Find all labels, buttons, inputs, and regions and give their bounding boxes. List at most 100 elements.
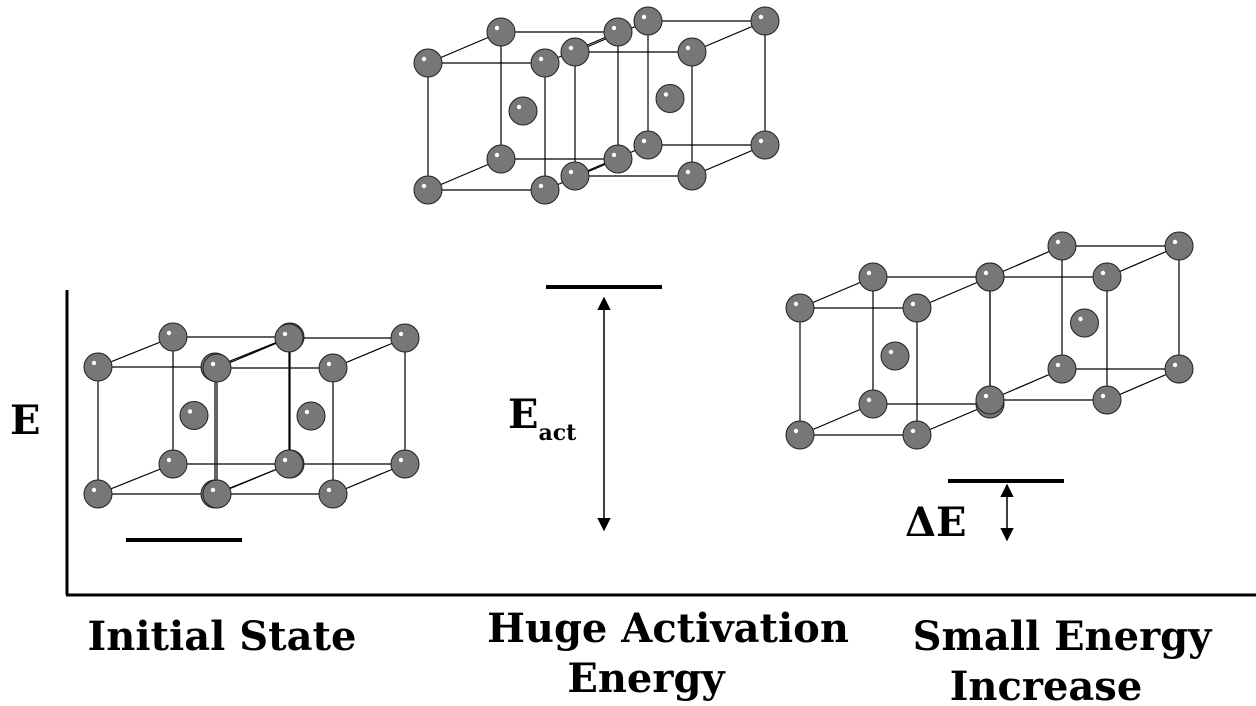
atom <box>274 449 304 479</box>
atom <box>1164 231 1194 261</box>
atom <box>83 479 113 509</box>
atom-highlight <box>494 25 500 31</box>
atom <box>296 401 326 431</box>
atom-highlight <box>282 457 288 463</box>
atom <box>603 144 633 174</box>
lattice <box>413 6 780 205</box>
activation-label: Eact <box>508 391 577 446</box>
atom <box>858 262 888 292</box>
atom-highlight <box>758 14 764 20</box>
lattice <box>83 322 420 509</box>
atom <box>1047 231 1077 261</box>
activation-main: E <box>508 391 539 438</box>
atom <box>603 17 633 47</box>
atom-highlight <box>398 457 404 463</box>
atom-highlight <box>685 169 691 175</box>
atom-highlight <box>538 56 544 62</box>
atom <box>750 130 780 160</box>
state-label: Increase <box>950 663 1143 706</box>
state-label: Initial State <box>88 613 357 660</box>
atom <box>179 401 209 430</box>
lattices <box>83 6 1194 509</box>
atom <box>274 323 304 353</box>
atom <box>318 353 348 383</box>
atom <box>677 37 707 67</box>
atom <box>975 385 1005 415</box>
atom-highlight <box>210 361 216 367</box>
atom-highlight <box>421 183 427 189</box>
atom <box>83 352 113 382</box>
atom <box>858 389 888 419</box>
atom-highlight <box>1172 362 1178 368</box>
atom <box>655 84 685 113</box>
atom-highlight <box>538 183 544 189</box>
atom <box>785 420 815 450</box>
atom-highlight <box>685 45 691 51</box>
atom <box>530 48 560 78</box>
atom <box>158 322 188 352</box>
atom <box>750 6 780 36</box>
atom-highlight <box>1055 239 1061 245</box>
atom-highlight <box>166 330 172 336</box>
atom <box>158 449 188 479</box>
atom <box>1047 354 1077 384</box>
atom-highlight <box>210 487 216 493</box>
atom-highlight <box>91 360 97 366</box>
atom <box>785 293 815 323</box>
activation-sub: act <box>539 420 578 446</box>
atom-highlight <box>910 301 916 307</box>
atom <box>975 262 1005 292</box>
atom <box>486 144 516 174</box>
atom <box>902 420 932 450</box>
atom-highlight <box>983 270 989 276</box>
atom-highlight <box>494 152 500 158</box>
atom-highlight <box>641 138 647 144</box>
atom-highlight <box>888 349 894 355</box>
atom-highlight <box>166 457 172 463</box>
atom-highlight <box>1172 239 1178 245</box>
atom <box>633 6 663 36</box>
atom <box>560 161 590 191</box>
atom <box>1092 385 1122 415</box>
atom-highlight <box>1100 393 1106 399</box>
atom <box>1164 354 1194 384</box>
atom <box>486 17 516 47</box>
atom-highlight <box>793 428 799 434</box>
atom <box>202 353 232 383</box>
atom-highlight <box>282 331 288 337</box>
atom-highlight <box>326 361 332 367</box>
atom-highlight <box>568 169 574 175</box>
atom-highlight <box>568 45 574 51</box>
atom-highlight <box>793 301 799 307</box>
atom-highlight <box>421 56 427 62</box>
atom-highlight <box>304 409 310 415</box>
atom <box>202 479 232 509</box>
atom-highlight <box>91 487 97 493</box>
atom <box>390 323 420 353</box>
atom-highlight <box>611 25 617 31</box>
state-label: Energy <box>567 655 726 702</box>
atom <box>390 449 420 479</box>
atom-highlight <box>910 428 916 434</box>
atom-highlight <box>187 409 193 414</box>
atom-highlight <box>1078 316 1083 322</box>
atom-highlight <box>611 152 617 158</box>
atom <box>1070 308 1099 338</box>
atom-highlight <box>663 92 669 97</box>
atom-highlight <box>758 138 764 144</box>
atom-highlight <box>326 487 332 493</box>
atom <box>902 293 932 323</box>
atom <box>633 130 663 160</box>
atom <box>880 341 910 371</box>
atom <box>508 96 538 126</box>
atom <box>677 161 707 191</box>
atom <box>530 175 560 205</box>
state-label: Huge Activation <box>487 605 849 652</box>
atom-highlight <box>866 397 872 403</box>
lattice <box>785 231 1194 450</box>
atom-highlight <box>516 104 522 110</box>
atom <box>318 479 348 509</box>
atom-highlight <box>398 331 404 337</box>
delta-label: ΔE <box>905 499 967 546</box>
